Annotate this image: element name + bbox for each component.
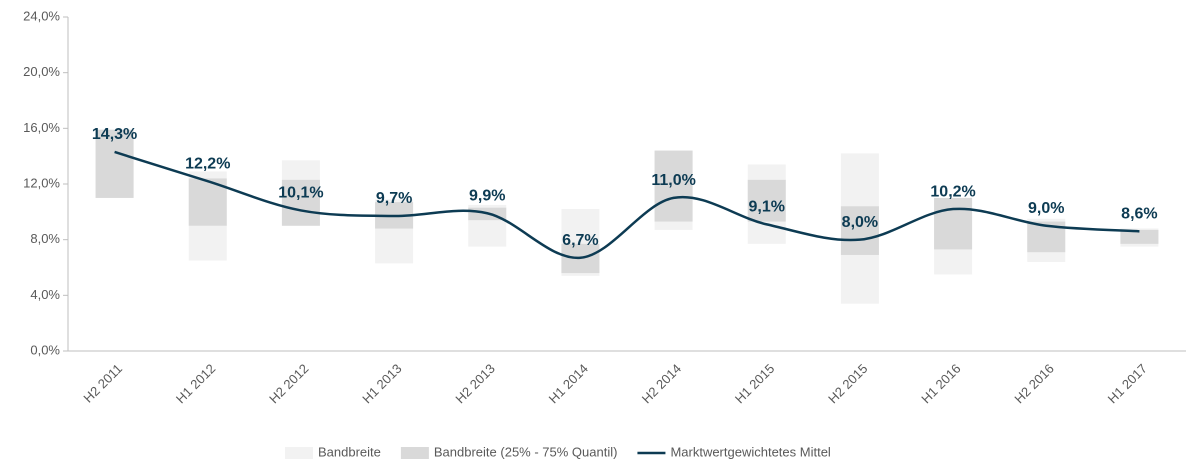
value-label: 14,3% <box>92 126 137 143</box>
value-label: 11,0% <box>651 172 695 189</box>
value-label: 12,2% <box>185 155 230 172</box>
y-tick-label: 16,0% <box>23 120 60 135</box>
x-tick-label: H2 2015 <box>825 361 870 406</box>
range-bar <box>934 197 973 250</box>
line <box>114 150 1140 260</box>
x-tick-label: H2 2012 <box>266 361 311 406</box>
value-label: 9,1% <box>749 199 785 216</box>
legend-label: Marktwertgewichtetes Mittel <box>670 444 830 459</box>
legend-swatch <box>285 447 313 459</box>
y-tick-label: 24,0% <box>23 8 60 23</box>
x-tick-label: H1 2017 <box>1105 361 1150 406</box>
range-bar <box>747 179 786 222</box>
x-tick-label: H1 2013 <box>359 361 404 406</box>
value-label: 8,6% <box>1121 206 1157 223</box>
x-tick-label: H2 2016 <box>1011 361 1056 406</box>
y-tick-label: 20,0% <box>23 64 60 79</box>
x-tick-label: H1 2014 <box>546 361 591 406</box>
y-tick-label: 8,0% <box>30 231 60 246</box>
value-label: 9,7% <box>376 190 412 207</box>
x-tick-label: H1 2016 <box>918 361 963 406</box>
y-tick-label: 12,0% <box>23 175 60 190</box>
value-label: 6,7% <box>562 232 598 249</box>
range-bar <box>281 179 320 226</box>
value-label: 10,2% <box>930 183 975 200</box>
range-bar <box>1120 229 1159 244</box>
y-tick-label: 4,0% <box>30 287 60 302</box>
range-bar <box>95 129 134 198</box>
range-bar <box>840 206 879 255</box>
x-tick-label: H1 2015 <box>732 361 777 406</box>
value-label: 10,1% <box>278 185 323 202</box>
value-label: 9,9% <box>469 187 505 204</box>
y-tick-label: 0,0% <box>30 342 60 357</box>
legend-label: Bandbreite <box>318 444 381 459</box>
legend-label: Bandbreite (25% - 75% Quantil) <box>434 444 618 459</box>
value-label: 8,0% <box>842 214 878 231</box>
x-tick-label: H1 2012 <box>173 361 218 406</box>
legend-swatch <box>400 447 429 459</box>
value-label: 9,0% <box>1028 200 1064 217</box>
x-tick-label: H2 2014 <box>639 361 684 406</box>
x-tick-label: H2 2013 <box>452 361 497 406</box>
range-bar <box>654 150 693 222</box>
x-tick-label: H2 2011 <box>80 361 125 406</box>
